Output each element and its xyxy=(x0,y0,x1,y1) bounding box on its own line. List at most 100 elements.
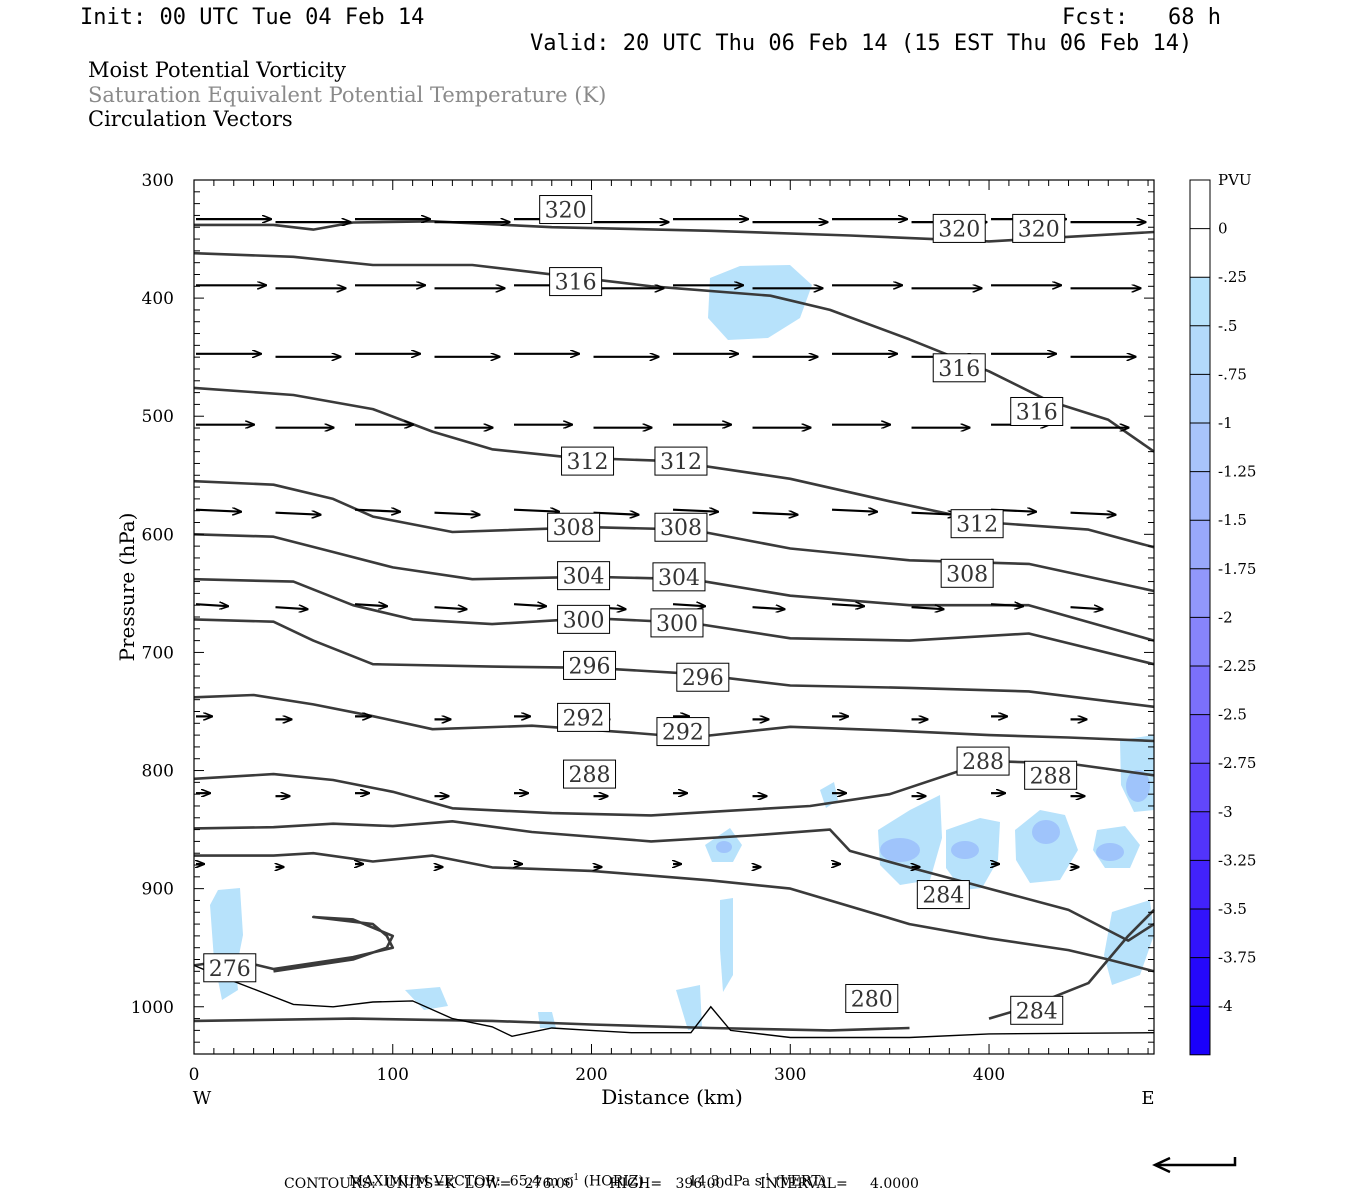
colorbar-label: -1 xyxy=(1218,414,1233,432)
forecast-label: Fcst: xyxy=(1062,5,1129,30)
contour-label-box xyxy=(940,558,994,588)
pv-core-0 xyxy=(880,838,920,862)
colorbar-label: -2 xyxy=(1218,608,1233,626)
colorbar-label: 0 xyxy=(1218,220,1228,238)
contour-label-box xyxy=(557,604,611,634)
vector-arrow-60 xyxy=(195,604,228,606)
y-tick-label: 500 xyxy=(142,407,174,427)
pv-patch-11 xyxy=(676,985,702,1030)
max-vector-vert-tag: (VERT) xyxy=(775,1173,826,1190)
colorbar-swatch xyxy=(1190,617,1210,666)
contour-label-11: 308 xyxy=(946,562,988,587)
contour-label-6: 312 xyxy=(567,450,609,475)
contour-label-15: 300 xyxy=(656,612,698,637)
reference-arrow-shaft xyxy=(1157,1157,1237,1167)
contour-label-17: 296 xyxy=(682,666,724,691)
field-title-pv: Moist Potential Vorticity xyxy=(88,58,346,82)
contour-label-19: 292 xyxy=(662,721,704,746)
contour-label-7: 312 xyxy=(660,450,702,475)
colorbar-label: -.5 xyxy=(1218,317,1237,335)
contour-label-box xyxy=(539,195,593,225)
contour-label-box xyxy=(932,213,986,243)
vector-arrow-61 xyxy=(275,607,308,609)
max-vector-horiz: 65.4 m s xyxy=(509,1173,571,1190)
colorbar-swatch xyxy=(1190,180,1210,229)
contour-labels: 320 320 320 316 316 316 312 312 312 308 308 308 304 3… xyxy=(203,195,1078,1025)
vector-arrow-59 xyxy=(1070,513,1116,515)
vector-arrow-66 xyxy=(672,604,705,606)
theta-contours xyxy=(193,220,1155,1032)
contour-label-box xyxy=(956,746,1010,776)
contour-label-21: 288 xyxy=(962,750,1004,775)
y-tick-label: 900 xyxy=(142,880,174,900)
vector-arrow-69 xyxy=(911,607,944,609)
vector-arrow-71 xyxy=(1070,607,1103,609)
theta-contour-8 xyxy=(193,759,1155,817)
vector-arrow-63 xyxy=(434,607,467,609)
x-tick-label: 100 xyxy=(377,1065,409,1085)
vector-arrow-50 xyxy=(354,510,400,512)
contour-label-22: 288 xyxy=(1030,764,1072,789)
contour-label-18: 292 xyxy=(563,706,605,731)
contour-label-box xyxy=(557,702,611,732)
valid-time: Valid: 20 UTC Thu 06 Feb 14 (15 EST Thu … xyxy=(530,31,1193,56)
pv-patch-10 xyxy=(720,898,733,992)
colorbar-label: -3 xyxy=(1218,803,1233,821)
east-label: E xyxy=(1141,1088,1154,1109)
vector-arrow-55 xyxy=(752,513,798,515)
init-time: Init: 00 UTC Tue 04 Feb 14 xyxy=(80,5,425,30)
pv-core-5 xyxy=(716,841,732,853)
max-vector-vert: 14.3 dPa s xyxy=(688,1173,762,1190)
theta-contour-12 xyxy=(193,1017,910,1032)
vector-arrow-62 xyxy=(354,604,387,606)
surface-line xyxy=(193,964,1155,1039)
contour-label-box xyxy=(563,650,617,680)
contour-label-box xyxy=(203,953,257,983)
vector-arrow-70 xyxy=(990,604,1023,606)
contour-label-box xyxy=(561,446,615,476)
forecast-hour: 68 h xyxy=(1168,5,1221,30)
x-tick-label: 300 xyxy=(774,1065,806,1085)
contour-label-box xyxy=(654,446,708,476)
colorbar-label: -1.5 xyxy=(1218,511,1247,529)
pv-patch-4 xyxy=(1015,810,1078,883)
reference-vector-arrow xyxy=(1152,1156,1237,1174)
reference-arrow-head xyxy=(1152,1156,1171,1174)
theta-contour-2 xyxy=(193,386,1155,549)
vector-arrow-52 xyxy=(513,510,559,512)
contour-label-1: 320 xyxy=(938,217,980,242)
contour-label-5: 316 xyxy=(1016,400,1058,425)
colorbar-swatch xyxy=(1190,423,1210,472)
contour-label-box xyxy=(549,267,603,297)
plot-frame xyxy=(193,179,1155,1055)
contour-label-box xyxy=(652,562,706,592)
colorbar-label: -2.25 xyxy=(1218,657,1256,675)
vector-arrow-56 xyxy=(831,510,877,512)
contour-label-box xyxy=(1010,995,1064,1025)
contour-label-13: 304 xyxy=(658,566,700,591)
vector-arrow-51 xyxy=(434,513,480,515)
colorbar-label: -2.5 xyxy=(1218,706,1247,724)
theta-contour-7 xyxy=(193,693,1155,743)
vector-arrow-54 xyxy=(672,510,718,512)
contour-label-0: 320 xyxy=(545,199,587,224)
theta-contour-9 xyxy=(193,820,1155,942)
contour-label-23: 284 xyxy=(922,884,964,909)
contour-label-12: 304 xyxy=(563,565,605,590)
colorbar: PVU 0 -.25 -.5 -.75 -1 -1.25 -1.5 -1.75 -2 -2.25 -2… xyxy=(1189,171,1256,1056)
contour-label-16: 296 xyxy=(569,654,611,679)
contour-label-4: 316 xyxy=(938,357,980,382)
y-axis-title: Pressure (hPa) xyxy=(115,513,139,662)
contour-label-box xyxy=(1010,396,1064,426)
pv-shading xyxy=(210,265,1154,1030)
colorbar-swatch xyxy=(1190,860,1210,909)
max-vector-horiz-exp: -1 xyxy=(570,1173,580,1183)
contour-label-2: 320 xyxy=(1018,217,1060,242)
colorbar-swatch xyxy=(1190,374,1210,423)
contour-label-box xyxy=(557,561,611,591)
contour-label-box xyxy=(650,608,704,638)
contour-label-25: 280 xyxy=(851,987,893,1012)
y-tick-label: 300 xyxy=(142,171,174,191)
theta-contour-10 xyxy=(194,851,1155,973)
